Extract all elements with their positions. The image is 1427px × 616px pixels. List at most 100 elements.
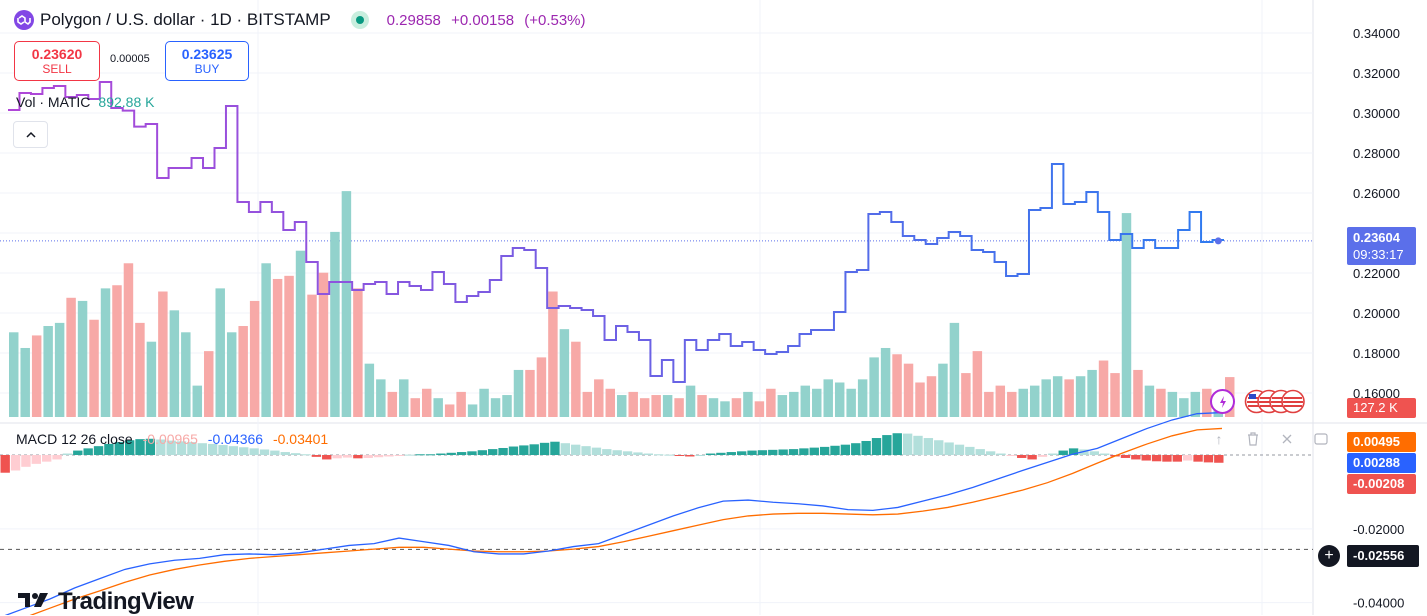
- sell-price: 0.23620: [31, 46, 83, 62]
- volume-bar: [789, 391, 799, 417]
- price-tick-label: 0.16000: [1353, 386, 1400, 401]
- sell-button[interactable]: 0.23620 SELL: [14, 41, 100, 81]
- volume-legend[interactable]: Vol · MATIC 892.88 K: [16, 94, 154, 110]
- macd-legend-signal: -0.03401: [272, 431, 329, 447]
- volume-bar: [364, 363, 375, 417]
- volume-bar: [571, 341, 581, 417]
- macd-histogram-bar: [622, 451, 633, 456]
- volume-bar: [135, 322, 145, 417]
- macd-histogram-bar: [1100, 453, 1110, 456]
- arrow-up-icon[interactable]: ↑: [1215, 431, 1223, 447]
- volume-bar: [238, 326, 248, 417]
- macd-histogram-bar: [259, 449, 270, 456]
- price-series: [8, 81, 1224, 383]
- macd-histogram-bar: [1214, 455, 1224, 463]
- macd-histogram-bar: [1017, 455, 1027, 458]
- macd-histogram-bar: [809, 447, 819, 456]
- symbol-header: Polygon / U.S. dollar · 1D · BITSTAMP 0.…: [14, 8, 592, 32]
- price-tick-label: 0.18000: [1353, 346, 1400, 361]
- buy-button[interactable]: 0.23625 BUY: [165, 41, 249, 81]
- macd-legend-hist: -0.00965: [142, 431, 198, 447]
- macd-histogram-bar: [716, 452, 726, 456]
- market-status-icon[interactable]: [350, 11, 369, 29]
- price-tick-label: 0.30000: [1353, 106, 1400, 121]
- volume-bar: [949, 322, 960, 417]
- macd-histogram-bar: [93, 446, 104, 456]
- close-icon[interactable]: [1276, 429, 1298, 449]
- signal-line: [29, 427, 1223, 615]
- macd-histogram-bar: [695, 455, 705, 457]
- maximize-icon[interactable]: [1310, 429, 1332, 449]
- volume-bar: [479, 388, 489, 417]
- volume-bar: [926, 376, 937, 417]
- macd-histogram-bar: [768, 449, 778, 456]
- volume-bar: [605, 388, 615, 417]
- volume-bar: [720, 401, 730, 417]
- macd-histogram-bar: [1058, 450, 1068, 456]
- macd-histogram-bar: [290, 453, 301, 456]
- macd-histogram-bar: [778, 449, 788, 456]
- macd-histogram-bar: [757, 450, 768, 456]
- symbol-title[interactable]: Polygon / U.S. dollar · 1D · BITSTAMP: [40, 10, 331, 29]
- macd-histogram-bar: [353, 455, 363, 459]
- spread-value: 0.00005: [110, 53, 150, 65]
- macd-histogram-bar: [135, 439, 145, 456]
- macd-histogram-bar: [363, 455, 373, 458]
- volume-bar: [1202, 388, 1212, 417]
- macd-histogram-bar: [1006, 455, 1017, 457]
- volume-bar: [353, 288, 363, 417]
- macd-histogram-bar: [571, 444, 581, 456]
- macd-tick-label: -0.04000: [1353, 596, 1404, 611]
- volume-bar: [961, 373, 971, 417]
- macd-histogram-bar: [52, 455, 62, 460]
- countdown-timer: 09:33:17: [1353, 247, 1404, 262]
- price-tick-label: 0.20000: [1353, 306, 1400, 321]
- trash-icon[interactable]: [1242, 429, 1264, 449]
- macd-histogram-bar: [508, 446, 519, 456]
- lightning-icon[interactable]: [1210, 389, 1235, 414]
- crosshair-plus-icon[interactable]: +: [1318, 545, 1340, 567]
- macd-histogram-bar: [145, 438, 156, 456]
- volume-bar: [43, 326, 53, 417]
- collapse-legend-button[interactable]: [13, 121, 48, 148]
- buy-label: BUY: [194, 62, 220, 76]
- macd-histogram-bar: [301, 454, 311, 456]
- volume-bar: [307, 294, 317, 417]
- volume-bar: [410, 398, 420, 417]
- volume-bar: [1018, 388, 1028, 417]
- volume-bar: [846, 388, 856, 417]
- volume-bar: [31, 335, 42, 417]
- macd-histogram-bar: [207, 443, 218, 456]
- volume-bar: [639, 398, 650, 417]
- macd-tick-label: -0.02000: [1353, 522, 1404, 537]
- volume-bar: [1041, 379, 1051, 417]
- us-flag-icon[interactable]: [1244, 389, 1306, 414]
- volume-bar: [1190, 391, 1201, 417]
- buy-price: 0.23625: [181, 46, 233, 62]
- volume-bar: [169, 310, 180, 417]
- volume-bar: [456, 391, 466, 417]
- macd-line: [4, 411, 1223, 615]
- volume-bar: [536, 357, 547, 417]
- quote-values: 0.29858 +0.00158 (+0.53%): [387, 12, 592, 29]
- volume-bar: [628, 391, 638, 417]
- macd-histogram-bar: [218, 445, 228, 456]
- volume-bar: [318, 272, 329, 417]
- price-change: +0.00158: [451, 11, 515, 29]
- current-price: 0.23604: [1353, 230, 1400, 245]
- macd-histogram-bar: [788, 449, 799, 456]
- volume-bar: [77, 300, 88, 417]
- macd-legend[interactable]: MACD 12 26 close -0.00965 -0.04366 -0.03…: [16, 431, 328, 447]
- macd-histogram-bar: [1068, 448, 1079, 456]
- tradingview-logo[interactable]: TradingView: [18, 588, 194, 616]
- macd-histogram-bar: [228, 446, 239, 456]
- macd-histogram-bar: [405, 454, 415, 456]
- volume-bar: [284, 275, 294, 417]
- macd-histogram-bar: [612, 450, 622, 456]
- macd-histogram-bar: [1203, 455, 1214, 463]
- price-tick-label: 0.26000: [1353, 186, 1400, 201]
- macd-histogram-bar: [415, 454, 425, 456]
- volume-tag: 127.2 K: [1347, 398, 1416, 418]
- macd-histogram-bar: [10, 455, 21, 471]
